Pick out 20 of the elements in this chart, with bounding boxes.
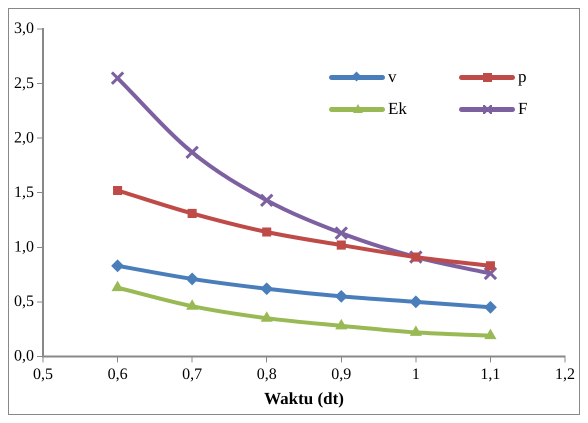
x-tick-label: 0,6 [108, 366, 128, 384]
y-tick-label: 1,5 [14, 184, 34, 201]
x-tick-label: 1 [412, 366, 420, 384]
x-tick-label: 0,5 [33, 366, 53, 384]
x-tick-label: 0,9 [331, 366, 352, 384]
legend-label: F [518, 99, 528, 119]
x-tick-label: 0,7 [182, 366, 202, 384]
y-tick-label: 3,0 [14, 20, 34, 38]
legend-label: p [518, 67, 526, 87]
legend-label: Ek [388, 99, 407, 119]
x-tick-label: 1,1 [480, 366, 500, 384]
y-tick-label: 1,0 [14, 238, 34, 256]
y-tick-label: 2,0 [14, 129, 34, 146]
legend-label: v [388, 67, 396, 87]
x-tick-label: 1,2 [555, 366, 575, 384]
y-tick-label: 0,0 [14, 348, 34, 365]
x-tick-label: 0,8 [256, 366, 277, 384]
y-tick-label: 0,5 [14, 293, 34, 310]
y-tick-label: 2,5 [14, 74, 34, 92]
x-axis-title: Waktu (dt) [264, 389, 344, 408]
